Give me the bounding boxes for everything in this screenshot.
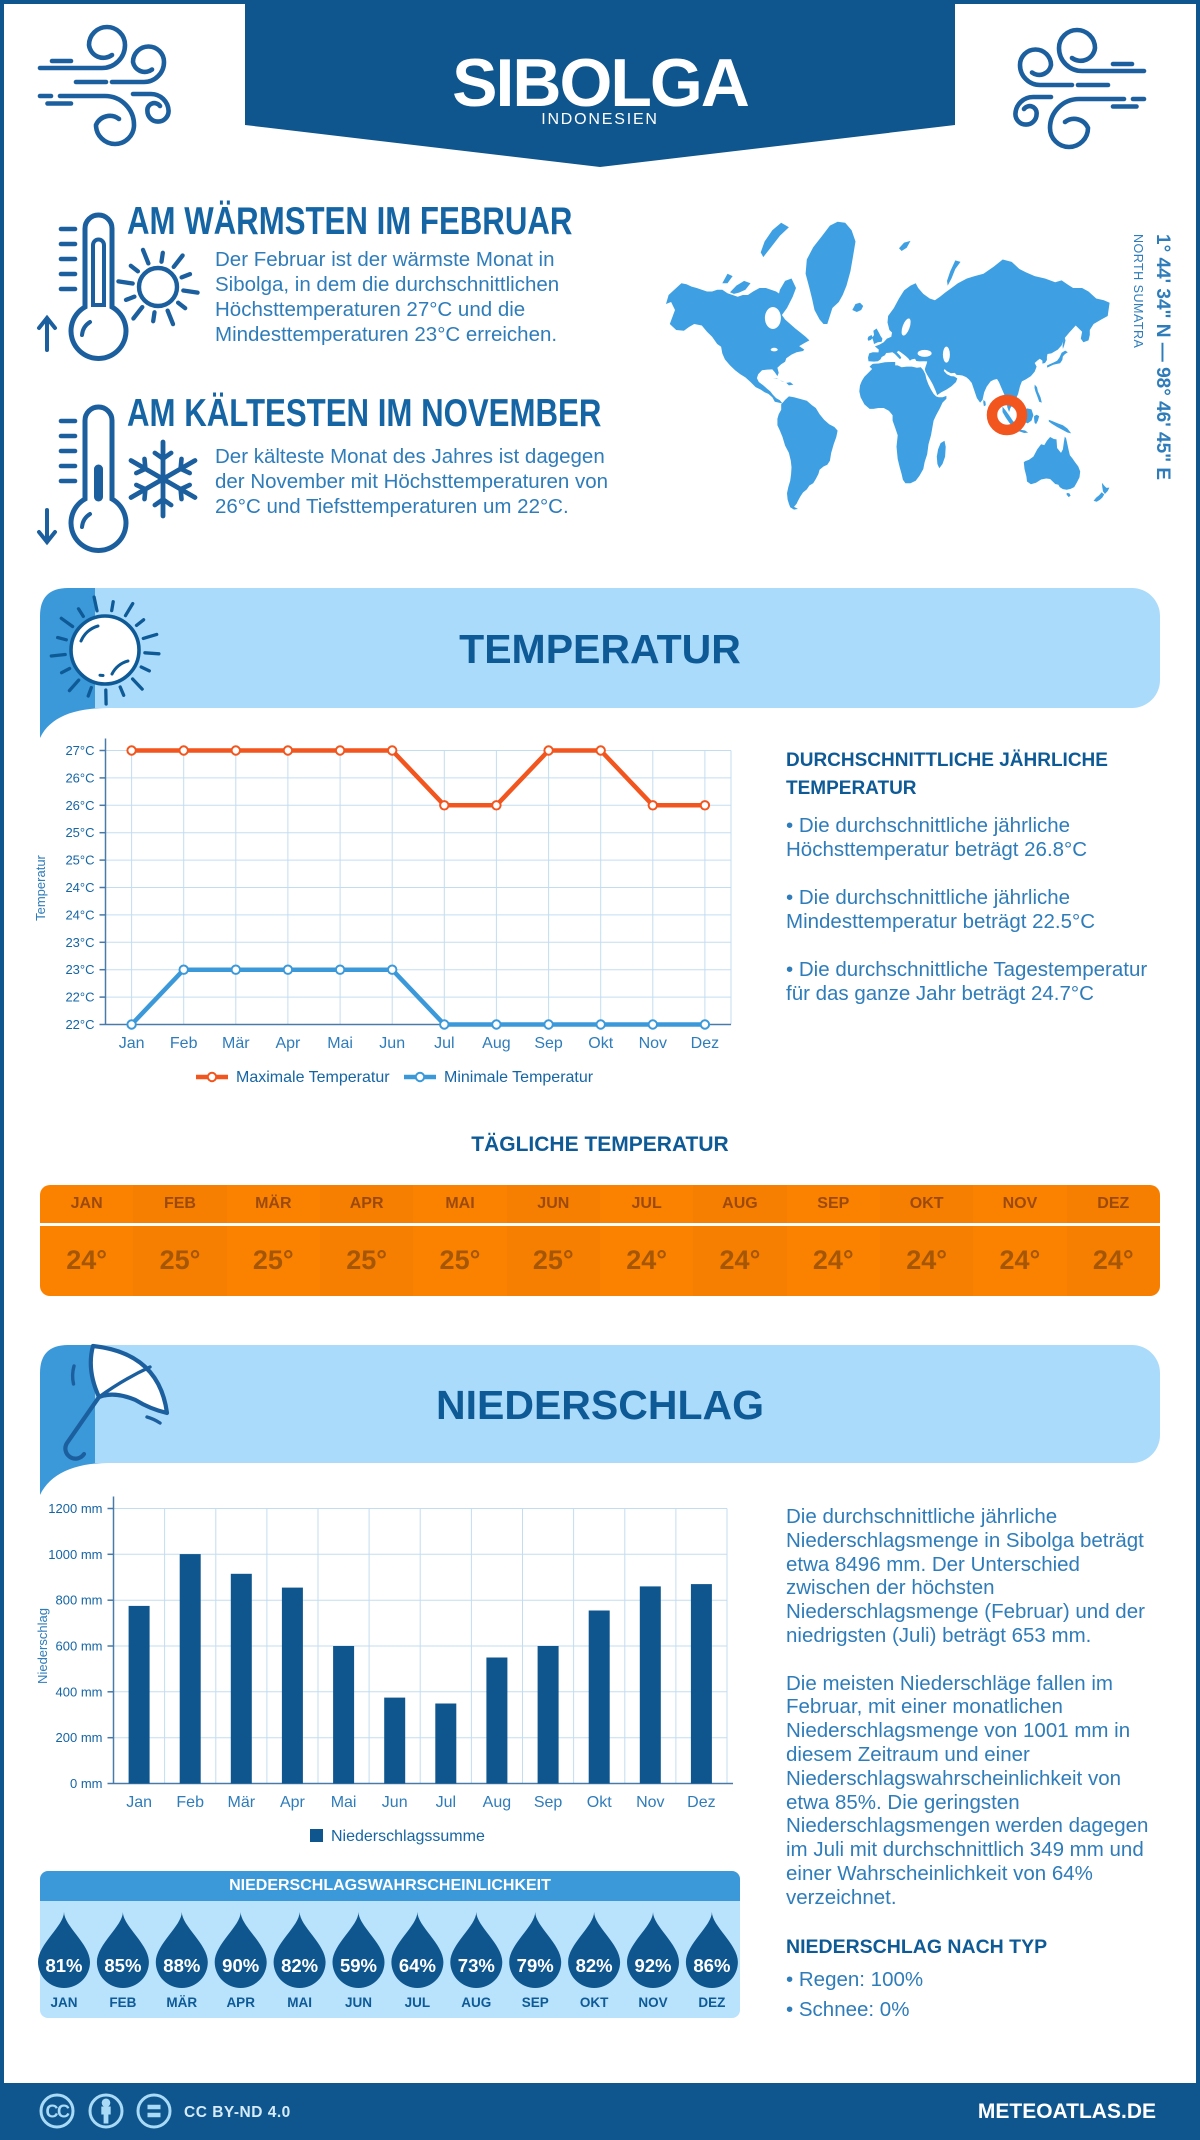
svg-text:Mär: Mär bbox=[222, 1035, 250, 1052]
svg-text:Apr: Apr bbox=[280, 1794, 306, 1811]
svg-text:Sep: Sep bbox=[534, 1794, 563, 1811]
svg-text:Jun: Jun bbox=[379, 1035, 405, 1052]
svg-text:88%: 88% bbox=[163, 1955, 200, 1976]
svg-text:DEZ: DEZ bbox=[698, 1995, 725, 2010]
svg-text:Apr: Apr bbox=[275, 1035, 301, 1052]
svg-text:CC: CC bbox=[46, 2102, 70, 2122]
svg-text:Okt: Okt bbox=[587, 1794, 612, 1811]
svg-text:AUG: AUG bbox=[461, 1995, 491, 2010]
svg-text:Niederschlagssumme: Niederschlagssumme bbox=[331, 1828, 485, 1845]
svg-text:24°C: 24°C bbox=[65, 907, 94, 922]
svg-text:Nov: Nov bbox=[639, 1035, 667, 1052]
svg-text:800 mm: 800 mm bbox=[56, 1593, 103, 1608]
svg-text:OKT: OKT bbox=[580, 1995, 609, 2010]
svg-text:82%: 82% bbox=[576, 1955, 613, 1976]
svg-text:Dez: Dez bbox=[691, 1035, 719, 1052]
svg-text:SEP: SEP bbox=[522, 1995, 549, 2010]
svg-text:Maximale Temperatur: Maximale Temperatur bbox=[236, 1069, 390, 1086]
svg-text:Jul: Jul bbox=[434, 1035, 454, 1052]
svg-text:23°C: 23°C bbox=[65, 935, 94, 950]
svg-text:1000 mm: 1000 mm bbox=[48, 1547, 102, 1562]
svg-text:400 mm: 400 mm bbox=[56, 1684, 103, 1699]
svg-text:25°C: 25°C bbox=[65, 825, 94, 840]
svg-text:JUL: JUL bbox=[405, 1995, 431, 2010]
svg-text:Nov: Nov bbox=[636, 1794, 664, 1811]
svg-text:26°C: 26°C bbox=[65, 798, 94, 813]
svg-text:MAI: MAI bbox=[287, 1995, 312, 2010]
svg-text:1200 mm: 1200 mm bbox=[48, 1501, 102, 1516]
svg-text:90%: 90% bbox=[222, 1955, 259, 1976]
svg-text:Jan: Jan bbox=[126, 1794, 152, 1811]
svg-text:Mai: Mai bbox=[327, 1035, 353, 1052]
svg-text:79%: 79% bbox=[517, 1955, 554, 1976]
svg-text:Jul: Jul bbox=[436, 1794, 456, 1811]
svg-text:600 mm: 600 mm bbox=[56, 1639, 103, 1654]
svg-text:22°C: 22°C bbox=[65, 990, 94, 1005]
svg-text:Jun: Jun bbox=[382, 1794, 408, 1811]
svg-text:85%: 85% bbox=[104, 1955, 141, 1976]
svg-text:27°C: 27°C bbox=[65, 743, 94, 758]
svg-text:73%: 73% bbox=[458, 1955, 495, 1976]
svg-text:64%: 64% bbox=[399, 1955, 436, 1976]
svg-text:Feb: Feb bbox=[176, 1794, 204, 1811]
svg-text:FEB: FEB bbox=[109, 1995, 136, 2010]
svg-text:Temperatur: Temperatur bbox=[33, 854, 48, 920]
svg-text:59%: 59% bbox=[340, 1955, 377, 1976]
svg-text:0 mm: 0 mm bbox=[70, 1776, 103, 1791]
svg-text:JUN: JUN bbox=[345, 1995, 372, 2010]
svg-text:Aug: Aug bbox=[483, 1794, 511, 1811]
svg-text:24°C: 24°C bbox=[65, 880, 94, 895]
svg-text:Feb: Feb bbox=[170, 1035, 198, 1052]
svg-text:Niederschlag: Niederschlag bbox=[35, 1608, 50, 1684]
svg-text:Sep: Sep bbox=[534, 1035, 563, 1052]
svg-text:23°C: 23°C bbox=[65, 962, 94, 977]
svg-text:NOV: NOV bbox=[638, 1995, 667, 2010]
svg-text:26°C: 26°C bbox=[65, 770, 94, 785]
svg-text:200 mm: 200 mm bbox=[56, 1730, 103, 1745]
svg-text:Okt: Okt bbox=[588, 1035, 613, 1052]
svg-text:Mai: Mai bbox=[331, 1794, 357, 1811]
svg-text:MÄR: MÄR bbox=[166, 1995, 197, 2010]
svg-text:Dez: Dez bbox=[687, 1794, 715, 1811]
svg-text:82%: 82% bbox=[281, 1955, 318, 1976]
svg-text:Minimale Temperatur: Minimale Temperatur bbox=[444, 1069, 594, 1086]
svg-text:81%: 81% bbox=[45, 1955, 82, 1976]
svg-text:APR: APR bbox=[226, 1995, 255, 2010]
svg-text:JAN: JAN bbox=[50, 1995, 77, 2010]
svg-text:Jan: Jan bbox=[119, 1035, 145, 1052]
svg-text:92%: 92% bbox=[634, 1955, 671, 1976]
svg-text:25°C: 25°C bbox=[65, 853, 94, 868]
svg-text:Mär: Mär bbox=[228, 1794, 256, 1811]
svg-text:86%: 86% bbox=[693, 1955, 730, 1976]
svg-text:22°C: 22°C bbox=[65, 1017, 94, 1032]
svg-text:Aug: Aug bbox=[482, 1035, 510, 1052]
